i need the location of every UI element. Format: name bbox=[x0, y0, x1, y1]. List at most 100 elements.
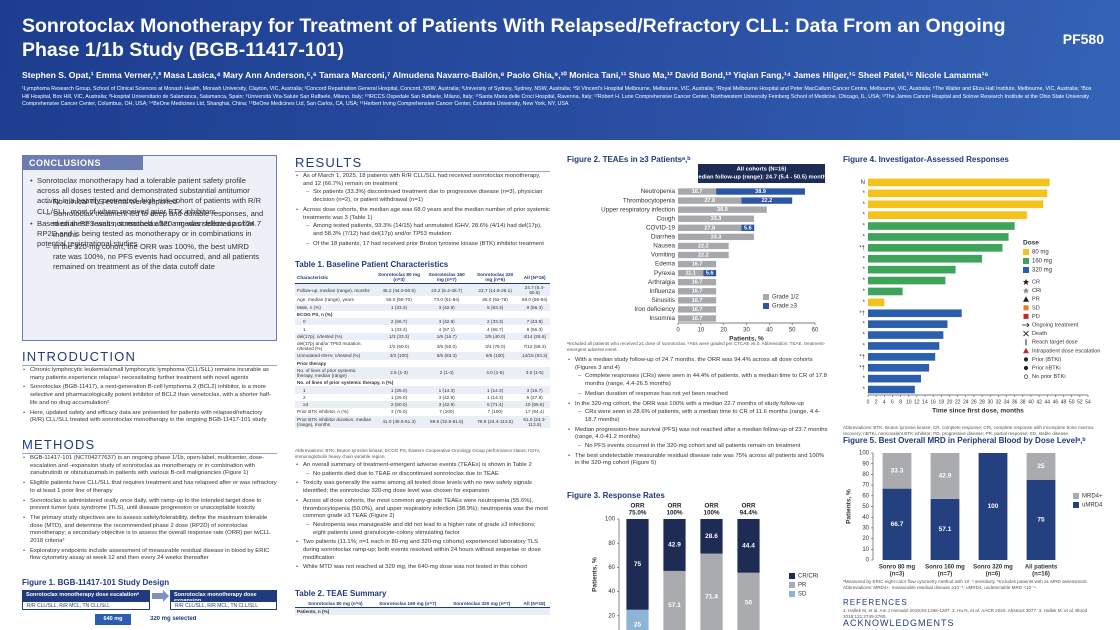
bar-segment bbox=[663, 570, 686, 630]
figure-title: Figure 5. Best Overall MRD in Peripheral… bbox=[843, 436, 1086, 445]
sub-bullet: Of the 18 patients, 17 had received prio… bbox=[306, 241, 550, 249]
conclusions-heading: CONCLUSIONS bbox=[23, 156, 143, 170]
legend-label: No prior BTKi bbox=[1032, 374, 1066, 380]
bar-segment bbox=[868, 331, 944, 339]
bar-segment bbox=[868, 374, 921, 383]
header-cell: Characteristic bbox=[295, 271, 376, 284]
bullet-text: Complete responses (CRs) were seen in 44… bbox=[585, 373, 827, 388]
figure-title: Figure 4. Investigator-Assessed Response… bbox=[843, 155, 1009, 164]
cell: 65.0 (62-78) bbox=[482, 297, 508, 303]
bullet-text: Based on these results, sonrotoclax 320 … bbox=[37, 218, 254, 249]
header-cell: All (N=18) bbox=[518, 600, 550, 608]
cell: Follow-up, median (range), months bbox=[295, 283, 376, 297]
data-label: 16.7 bbox=[692, 262, 703, 268]
category-label: *† bbox=[859, 365, 865, 371]
category-label: *† bbox=[859, 354, 865, 360]
category-label: * bbox=[863, 213, 866, 219]
bullet-text: Chronic lymphocytic leukemia/small lymph… bbox=[30, 367, 269, 381]
cell: 6/6 (100) bbox=[470, 352, 520, 360]
row: Age, median (range), years 65.0 (55-70) 73… bbox=[295, 296, 550, 303]
section-heading: ACKNOWLEDGMENTS bbox=[843, 618, 955, 628]
bullet-text: No PFS events occurred in the 320-mg coh… bbox=[585, 443, 801, 450]
bullet-text: Here, updated safety and efficacy data a… bbox=[30, 409, 267, 424]
y-tick-label: 70 bbox=[862, 483, 869, 489]
legend-label: CR bbox=[1032, 279, 1040, 285]
table: Sonrotoclax 80 mg (n=4) Sonrotoclax 160 m… bbox=[295, 600, 550, 616]
legend-label: uMRD4 bbox=[1082, 503, 1103, 509]
data-label: 66.7 bbox=[891, 521, 904, 528]
bullet-text: Across all dose cohorts, the most common… bbox=[303, 497, 548, 520]
cell: 5 (71.4) bbox=[470, 400, 520, 409]
cell: ≥3 bbox=[295, 400, 376, 409]
legend-label: CRi bbox=[1032, 288, 1041, 294]
table-title: Table 1. Baseline Patient Characteristic… bbox=[295, 260, 449, 269]
x-tick-label: 2 bbox=[875, 399, 878, 405]
header-text: All cohorts (N=16) bbox=[737, 167, 787, 173]
data-label: 57.1 bbox=[939, 526, 952, 533]
results-list: With a median study follow-up of 24.7 mo… bbox=[567, 357, 830, 468]
bar-segment bbox=[663, 519, 686, 571]
category-label: All patients bbox=[1025, 565, 1058, 571]
section-heading: REFERENCES bbox=[843, 598, 908, 607]
data-label: 33.3 bbox=[891, 468, 904, 475]
arrow bbox=[152, 590, 169, 602]
bullet-text: Across dose cohorts, the median age was … bbox=[303, 206, 550, 221]
sub-bullet: Median duration of response has not yet … bbox=[578, 391, 830, 399]
cell: No. of lines of prior systemic therapy, … bbox=[295, 366, 376, 380]
row: No. of lines of prior systemic therapy, … bbox=[295, 379, 550, 386]
row: 1 1 (33.3) 4 (57.1) 4 (66.7) 9 (56.3) bbox=[295, 325, 550, 332]
category-label: * bbox=[863, 344, 866, 350]
footnote: Abbreviations: BTK, Bruton tyrosine kina… bbox=[295, 448, 541, 459]
legend-swatch bbox=[763, 303, 769, 309]
data-label: 38.9 bbox=[755, 189, 766, 195]
bullet: Exploratory endpoints include assessment… bbox=[23, 548, 277, 563]
x-tick-label: 20 bbox=[720, 328, 727, 334]
header-row: Sonrotoclax 80 mg (n=4) Sonrotoclax 160 m… bbox=[295, 600, 550, 608]
legend-label: PD bbox=[1032, 314, 1040, 320]
legend-glyph bbox=[1023, 279, 1029, 285]
legend-glyph bbox=[1023, 365, 1029, 371]
results-list: An overall summary of treatment-emergent… bbox=[295, 462, 550, 572]
x-tick-label: 40 bbox=[766, 328, 773, 334]
bar-segment bbox=[868, 385, 915, 394]
table-title: Table 2. TEAE Summary bbox=[295, 589, 387, 598]
bar-segment bbox=[868, 233, 1009, 241]
category-label: Pyrexia bbox=[654, 270, 675, 277]
design-box: Sonrotoclax monotherapy dose expansion bbox=[170, 590, 277, 604]
data-label: 27.8 bbox=[704, 198, 715, 204]
footnote: ᵃIncluded all patients who received ≥1 d… bbox=[567, 341, 826, 352]
data-label: 27.8 bbox=[704, 225, 715, 231]
cell: 1 (25.0) bbox=[390, 394, 408, 400]
bar-segment bbox=[678, 306, 717, 313]
chart: All cohorts (N=16) Median follow-up (rang… bbox=[601, 164, 829, 341]
x-tick-label: 54 bbox=[1085, 399, 1091, 405]
bar-segment bbox=[737, 572, 760, 630]
row: del(17p), n/tested (%) 1/3 (33.3) 1/6 (16.… bbox=[295, 332, 550, 340]
bullet: As of March 1, 2025, 18 patients with R/… bbox=[296, 173, 550, 205]
header-cell: Sonrotoclax 320 mg (n=7) bbox=[444, 600, 519, 608]
cell: Prior BTK inhibitor duration, median (ra… bbox=[295, 415, 376, 428]
sub-list: No PFS events occurred in the 320-mg coh… bbox=[575, 443, 830, 451]
sub-bullet: No patients died due to TEAE or disconti… bbox=[306, 471, 550, 479]
legend-glyph bbox=[1023, 296, 1029, 302]
cell: 3/6 (50.0) bbox=[436, 343, 457, 349]
x-tick-label: 60 bbox=[812, 328, 819, 334]
header-cell: Sonrotoclax 160 mg (n=7) bbox=[370, 600, 445, 608]
cell: 1 (14.3) bbox=[487, 394, 504, 400]
y-tick-label: 20 bbox=[608, 613, 615, 619]
x-tick-label: 42 bbox=[1036, 399, 1042, 405]
bar-segment bbox=[741, 197, 793, 204]
cell: 23.2 (5.4-45.7) bbox=[422, 283, 471, 297]
legend-label: 80 mg bbox=[1032, 250, 1049, 256]
figure-title: Figure 2. TEAEs in ≥3 Patientsᵃ,ᵇ bbox=[567, 155, 691, 164]
row: 2 1 (25.0) 3 (42.9) 1 (14.3) 5 (27.8) bbox=[295, 394, 550, 401]
cell: 1 (33.3) bbox=[390, 326, 408, 332]
bar-segment bbox=[868, 211, 1027, 219]
cell: 5 (83.3) bbox=[470, 303, 520, 311]
bullet: Here, updated safety and efficacy data a… bbox=[23, 409, 277, 425]
bar-segment bbox=[678, 279, 717, 286]
introduction: Chronic lymphocytic leukemia/small lymph… bbox=[22, 367, 277, 435]
bullet-text: Neutropenia was manageable and did not l… bbox=[313, 521, 536, 536]
y-axis-label: Patients, % bbox=[592, 557, 599, 592]
legend-label: 160 mg bbox=[1032, 259, 1052, 265]
